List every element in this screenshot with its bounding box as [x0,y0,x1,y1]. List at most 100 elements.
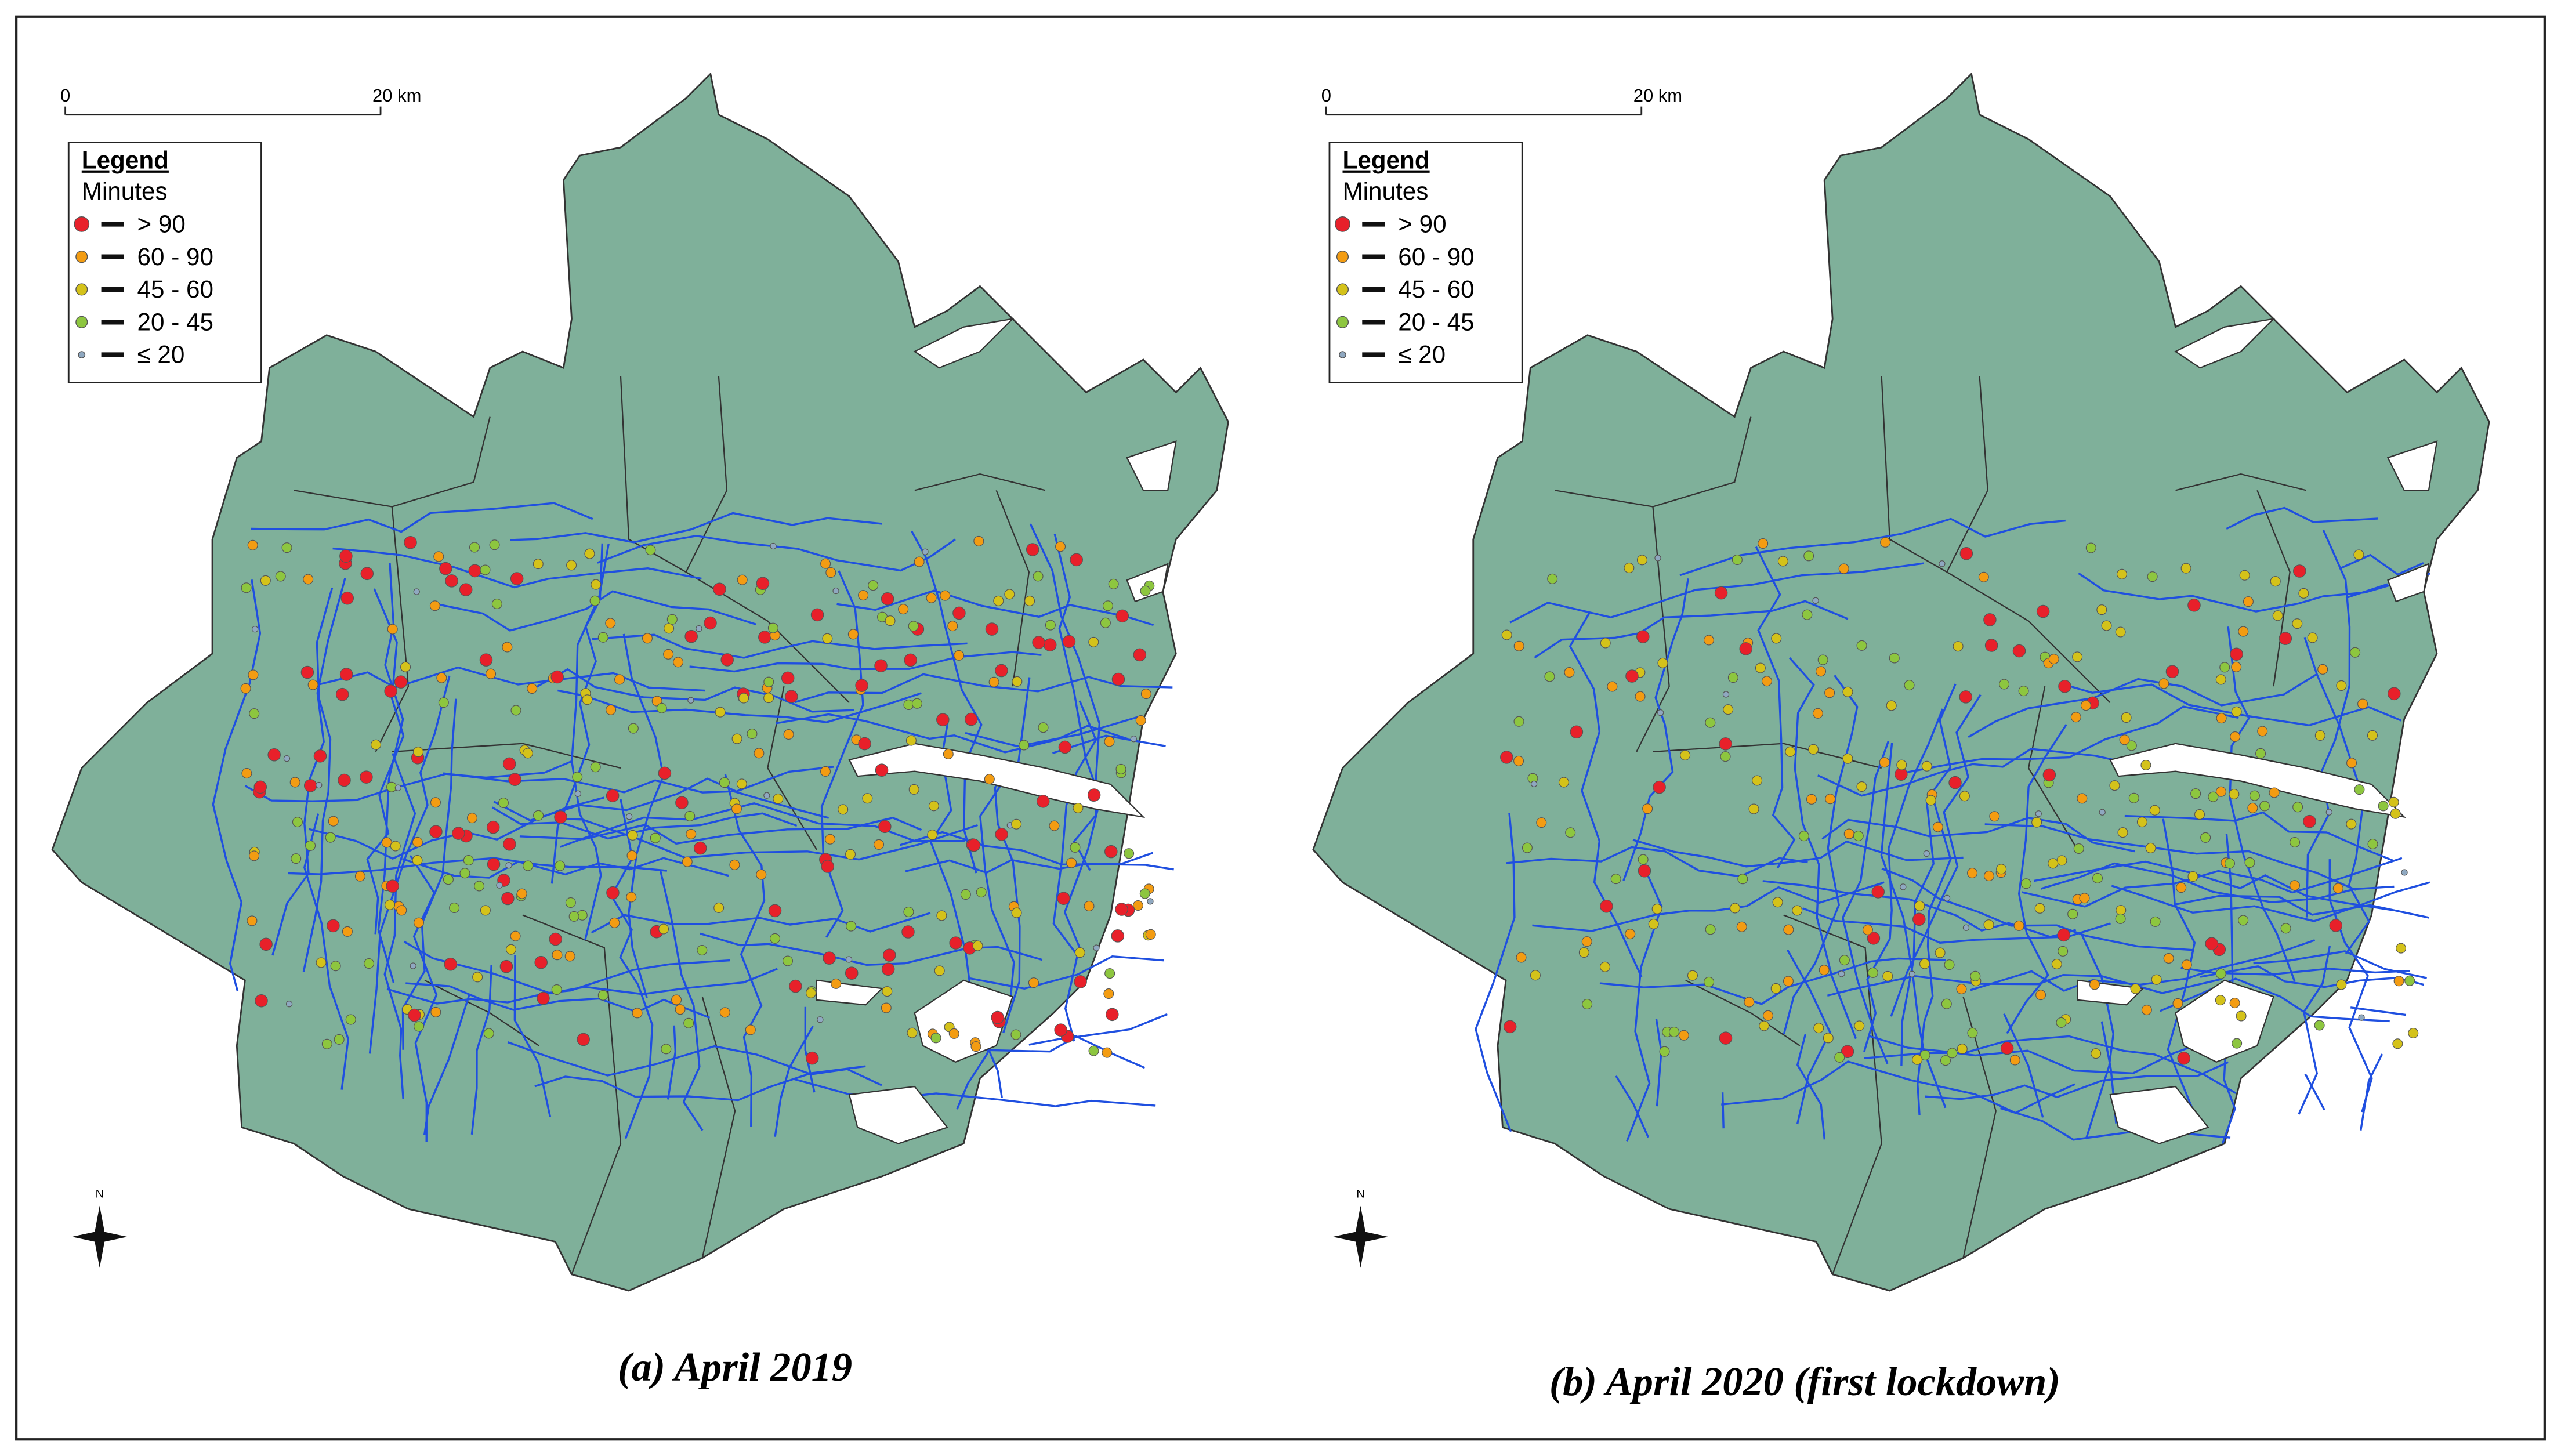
stop [459,583,473,596]
stop [1808,744,1819,755]
scale-end: 20 km [1633,85,1682,106]
stop [1581,936,1592,947]
stop [1771,633,1782,644]
stop [911,698,922,709]
stop [1812,708,1823,719]
stop [2056,855,2067,866]
stop [327,919,340,933]
stop [1513,716,1524,727]
stop [729,859,740,870]
stop [2239,570,2250,581]
stop [684,810,696,821]
stop [2350,647,2361,658]
legend-label: 45 - 60 [137,276,213,303]
stop [720,653,734,667]
stop [2163,952,2174,964]
road [1881,867,2193,951]
stop [763,676,774,687]
boundary [1881,376,1947,573]
stop [993,595,1004,606]
stop [2280,923,2291,934]
stop [2115,913,2126,924]
stop [489,539,500,550]
stop [1638,864,1651,878]
boundary [2175,473,2307,491]
boundary [375,506,410,752]
stop [1838,970,1845,977]
stop [1819,965,1830,976]
stop [1978,571,1989,582]
stop [1513,640,1524,651]
stop [626,850,637,861]
legend-label: > 90 [1398,210,1446,237]
stop [768,904,782,918]
stop [858,590,869,601]
stop [2346,818,2357,830]
water [2387,563,2430,603]
stop [289,777,300,788]
stop [847,629,859,640]
stop [1908,970,1916,977]
boundary [1946,376,1988,573]
stop [2085,542,2096,553]
stop [2115,626,2126,638]
stop [1935,947,1946,958]
stop [597,632,608,643]
road [622,633,665,998]
stop [2048,654,2059,665]
stop [609,917,620,928]
stop [469,542,480,553]
stop [943,748,954,759]
stop [2070,712,2081,723]
stop [505,944,517,955]
legend-label: ≤ 20 [137,341,185,368]
stop [976,887,987,898]
stop [249,850,260,861]
road [820,570,864,938]
road [366,588,405,935]
stop [2150,916,2161,927]
stop [1999,679,2010,690]
stop [303,779,317,792]
stop [555,860,566,871]
road [1622,578,1689,881]
stop [1983,613,1997,626]
stop [1659,1046,1670,1057]
road [2078,572,2430,613]
stop [985,622,999,636]
stop [606,886,620,900]
stop [1989,811,2000,822]
stop [2243,596,2254,607]
stop [642,633,653,644]
road [1864,1035,2237,1094]
stop [241,582,252,593]
stop [1624,563,1635,574]
stop [783,729,794,740]
legend-swatch [1336,251,1349,263]
road [1968,673,2318,738]
stop [821,860,834,873]
water [2175,979,2274,1063]
stop [2329,919,2343,932]
stop [260,575,271,586]
stop [247,539,258,550]
stop [259,937,273,951]
stop [590,762,601,773]
stop [606,704,617,715]
stop [781,671,795,685]
stop [300,665,314,679]
stop [2079,893,2090,904]
stop [508,773,521,786]
stop [1921,760,1932,772]
road [377,563,404,983]
stop [2205,937,2219,951]
stop [2232,1038,2243,1049]
stop [1106,1008,1119,1022]
stop [882,948,896,962]
stop [2021,878,2032,889]
stop [1636,630,1650,643]
north-arrow [1332,1205,1389,1268]
stop [628,723,639,734]
stop [2358,1014,2365,1021]
